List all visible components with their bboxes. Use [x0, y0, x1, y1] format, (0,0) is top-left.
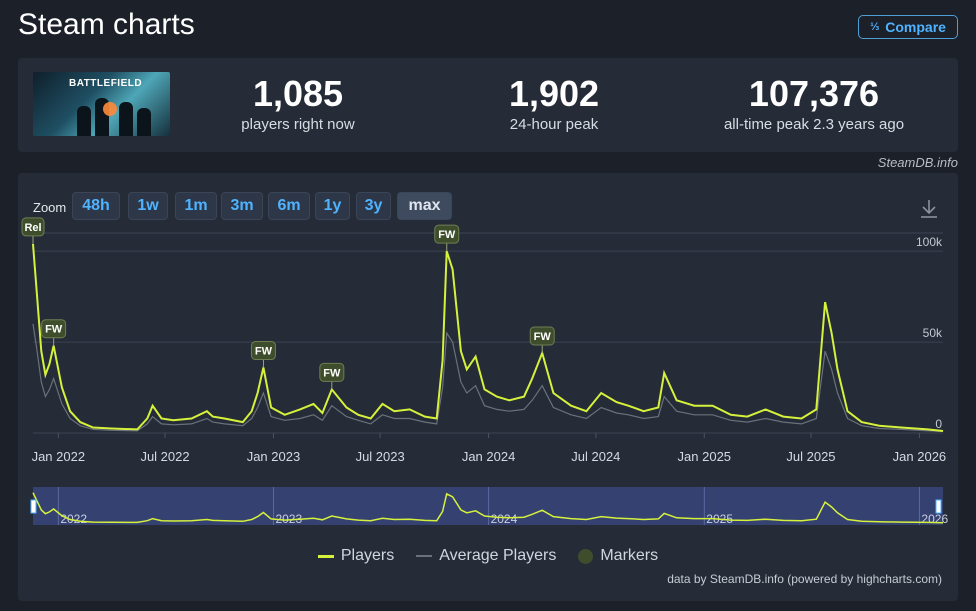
alltime-peak-value: 107,376	[748, 73, 880, 114]
stats-panel: BATTLEFIELD 1,085 players right now 1,90…	[18, 58, 958, 152]
alltime-peak-stat: 107,376 all-time peak 2.3 years ago	[704, 73, 924, 134]
page-title: Steam charts	[18, 8, 195, 41]
compare-button[interactable]: ⅓ Compare	[858, 15, 958, 39]
navigator-year-label: 2023	[275, 512, 302, 526]
navigator-window[interactable]	[33, 487, 943, 525]
players-line	[32, 243, 944, 432]
x-tick-label: Jul 2025	[786, 449, 835, 464]
legend-players-label: Players	[340, 547, 395, 564]
players-now-value: 1,085	[252, 73, 344, 114]
highcharts-credit[interactable]: data by SteamDB.info (powered by highcha…	[667, 572, 942, 586]
x-tick-label: Jan 2026	[893, 449, 947, 464]
zoom-1w-button[interactable]: 1w	[128, 192, 168, 220]
marker-label: FW	[45, 324, 63, 336]
player-count-chart: 0 50k 100k Jan 2022 Jul 2022 Jan 2023 Jul 202…	[21, 217, 948, 526]
fraction-compare-icon: ⅓	[870, 20, 880, 33]
peak-24h-label: 24-hour peak	[509, 116, 599, 133]
marker-badge	[21, 217, 45, 237]
zoom-6m-button[interactable]: 6m	[268, 192, 310, 220]
x-tick-label: Jul 2023	[356, 449, 405, 464]
x-tick-label: Jan 2025	[678, 449, 732, 464]
navigator-year-label: 2022	[60, 512, 87, 526]
players-now-label: players right now	[241, 116, 355, 133]
players-now-stat: 1,085 players right now	[223, 73, 373, 134]
peak-24h-value: 1,902	[508, 73, 600, 114]
marker-label: FW	[438, 229, 456, 241]
marker-badge	[529, 326, 555, 346]
navigator-year-label: 2024	[491, 512, 518, 526]
navigator-line	[32, 492, 944, 524]
marker-label: FW	[323, 367, 341, 379]
zoom-1y-button[interactable]: 1y	[315, 192, 350, 220]
marker-badge	[434, 224, 460, 244]
navigator-left-handle[interactable]	[30, 499, 37, 514]
marker-label: Rel	[24, 222, 41, 234]
marker-label: FW	[255, 346, 273, 358]
zoom-48h-button[interactable]: 48h	[72, 192, 120, 220]
peak-24h-stat: 1,902 24-hour peak	[479, 73, 629, 134]
zoom-3m-button[interactable]: 3m	[221, 192, 263, 220]
zoom-3y-button[interactable]: 3y	[356, 192, 391, 220]
download-icon[interactable]	[920, 199, 938, 224]
legend-players[interactable]: Players	[317, 547, 395, 565]
marker-badge	[319, 362, 345, 382]
game-thumbnail[interactable]: BATTLEFIELD	[33, 72, 170, 136]
legend-average-players[interactable]: Average Players	[416, 547, 556, 565]
zoom-max-button[interactable]: max	[397, 192, 452, 220]
average-players-line	[32, 323, 944, 432]
x-tick-label: Jul 2024	[571, 449, 620, 464]
marker-dot-icon	[578, 548, 594, 564]
navigator-right-handle[interactable]	[935, 499, 942, 514]
x-tick-label: Jul 2022	[140, 449, 189, 464]
marker-label: FW	[534, 331, 552, 343]
y-tick-label: 50k	[923, 326, 943, 340]
compare-label: Compare	[885, 19, 946, 35]
zoom-1m-button[interactable]: 1m	[175, 192, 217, 220]
steamdb-credit-link[interactable]: SteamDB.info	[877, 155, 958, 170]
x-tick-label: Jan 2022	[32, 449, 86, 464]
legend-markers-label: Markers	[600, 547, 659, 564]
chart-legend: Players Average Players Markers	[18, 547, 958, 565]
navigator-year-label: 2026	[921, 512, 948, 526]
game-logo: BATTLEFIELD	[69, 78, 143, 89]
zoom-label: Zoom	[33, 200, 67, 215]
chart-panel: Zoom 48h 1w 1m 3m 6m 1y 3y max 0 50k 100k …	[18, 173, 958, 601]
legend-markers[interactable]: Markers	[578, 547, 658, 565]
x-tick-label: Jan 2023	[247, 449, 301, 464]
y-tick-label: 0	[935, 417, 942, 431]
x-tick-label: Jan 2024	[462, 449, 516, 464]
legend-average-label: Average Players	[439, 547, 557, 564]
marker-badge	[41, 319, 67, 339]
marker-badge	[250, 341, 276, 361]
y-tick-label: 100k	[916, 235, 943, 249]
alltime-peak-label: all-time peak 2.3 years ago	[723, 116, 905, 133]
